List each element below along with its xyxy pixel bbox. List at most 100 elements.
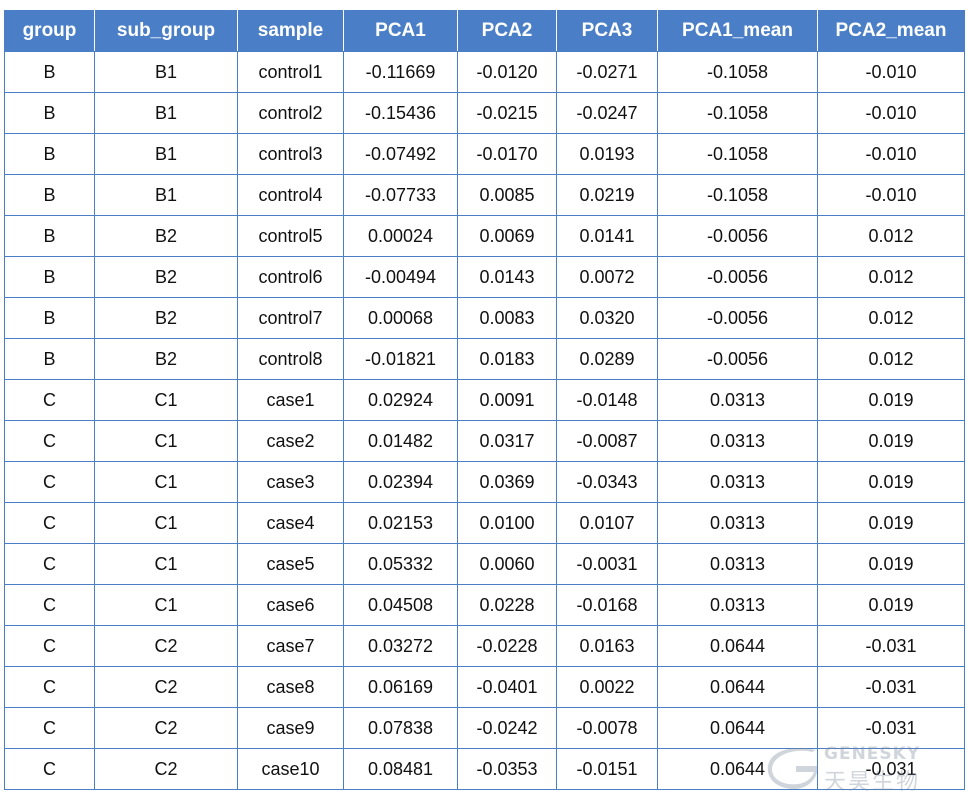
- table-cell-pca2-mean: 0.019: [817, 543, 965, 585]
- table-cell-pca2: 0.0369: [457, 461, 557, 503]
- table-cell-pca2: -0.0228: [457, 625, 557, 667]
- pca-table: group sub_group sample PCA1 PCA2 PCA3 PCA1_mea…: [4, 10, 965, 790]
- table-cell-sample: case10: [237, 748, 344, 790]
- table-row: C C2 case7 0.03272 -0.0228 0.0163 0.0644 -0.031: [4, 625, 965, 667]
- table-cell-pca1: 0.01482: [343, 420, 458, 462]
- table-cell-pca2-mean: -0.031: [817, 707, 965, 749]
- table-cell-pca2: 0.0143: [457, 256, 557, 298]
- table-cell-sample: control3: [237, 133, 344, 175]
- table-row: C C1 case1 0.02924 0.0091 -0.0148 0.0313 0.019: [4, 379, 965, 421]
- table-cell-pca2-mean: 0.012: [817, 297, 965, 339]
- table-cell-group: C: [4, 748, 95, 790]
- table-cell-sub-group: B1: [94, 174, 238, 216]
- table-cell-pca3: -0.0151: [556, 748, 658, 790]
- table-cell-pca2: -0.0120: [457, 51, 557, 93]
- table-cell-pca1-mean: 0.0313: [657, 543, 818, 585]
- column-header-sub-group: sub_group: [94, 10, 238, 52]
- table-cell-sample: case5: [237, 543, 344, 585]
- table-cell-sub-group: C2: [94, 625, 238, 667]
- table-row: B B1 control2 -0.15436 -0.0215 -0.0247 -0.1058…: [4, 92, 965, 134]
- table-cell-pca1-mean: 0.0313: [657, 420, 818, 462]
- table-cell-pca1: 0.04508: [343, 584, 458, 626]
- table-row: C C1 case2 0.01482 0.0317 -0.0087 0.0313 0.019: [4, 420, 965, 462]
- table-cell-pca2-mean: -0.010: [817, 133, 965, 175]
- table-cell-pca3: -0.0343: [556, 461, 658, 503]
- table-cell-pca1-mean: 0.0644: [657, 666, 818, 708]
- table-row: B B1 control1 -0.11669 -0.0120 -0.0271 -0.1058…: [4, 51, 965, 93]
- table-cell-sample: case6: [237, 584, 344, 626]
- table-cell-pca2-mean: -0.010: [817, 92, 965, 134]
- table-cell-pca1: -0.00494: [343, 256, 458, 298]
- table-cell-sample: control7: [237, 297, 344, 339]
- table-cell-sample: control6: [237, 256, 344, 298]
- table-cell-sub-group: B2: [94, 338, 238, 380]
- table-body: B B1 control1 -0.11669 -0.0120 -0.0271 -0.1058…: [4, 51, 965, 790]
- table-cell-group: B: [4, 338, 95, 380]
- table-cell-pca2-mean: 0.019: [817, 461, 965, 503]
- table-cell-pca3: -0.0168: [556, 584, 658, 626]
- table-cell-pca1: -0.01821: [343, 338, 458, 380]
- table-cell-group: B: [4, 297, 95, 339]
- table-cell-pca2: 0.0228: [457, 584, 557, 626]
- table-cell-sample: case8: [237, 666, 344, 708]
- table-cell-pca2: 0.0091: [457, 379, 557, 421]
- table-cell-sample: case1: [237, 379, 344, 421]
- table-cell-pca1-mean: 0.0313: [657, 584, 818, 626]
- table-cell-pca1-mean: -0.0056: [657, 215, 818, 257]
- table-cell-pca3: -0.0087: [556, 420, 658, 462]
- table-cell-pca1-mean: -0.1058: [657, 51, 818, 93]
- column-header-pca1: PCA1: [343, 10, 458, 52]
- table-cell-group: C: [4, 502, 95, 544]
- table-cell-sample: control2: [237, 92, 344, 134]
- table-cell-pca3: 0.0022: [556, 666, 658, 708]
- table-cell-pca3: -0.0031: [556, 543, 658, 585]
- column-header-pca2: PCA2: [457, 10, 557, 52]
- table-cell-sample: case2: [237, 420, 344, 462]
- table-cell-sub-group: B2: [94, 297, 238, 339]
- table-cell-group: B: [4, 174, 95, 216]
- table-cell-group: C: [4, 625, 95, 667]
- table-cell-pca3: 0.0072: [556, 256, 658, 298]
- table-cell-pca1-mean: 0.0313: [657, 379, 818, 421]
- table-cell-pca2: 0.0100: [457, 502, 557, 544]
- table-row: B B2 control7 0.00068 0.0083 0.0320 -0.0056 0.0…: [4, 297, 965, 339]
- table-cell-pca2-mean: 0.012: [817, 338, 965, 380]
- table-cell-sub-group: B1: [94, 92, 238, 134]
- table-cell-group: C: [4, 420, 95, 462]
- table-cell-sample: control8: [237, 338, 344, 380]
- table-cell-pca1-mean: -0.0056: [657, 338, 818, 380]
- table-cell-pca3: 0.0193: [556, 133, 658, 175]
- table-cell-pca1-mean: -0.1058: [657, 174, 818, 216]
- table-cell-pca3: 0.0163: [556, 625, 658, 667]
- column-header-pca2-mean: PCA2_mean: [817, 10, 965, 52]
- table-cell-pca2: -0.0242: [457, 707, 557, 749]
- table-cell-pca1-mean: -0.1058: [657, 133, 818, 175]
- table-cell-pca2-mean: -0.010: [817, 51, 965, 93]
- table-cell-pca3: -0.0271: [556, 51, 658, 93]
- table-cell-pca1-mean: 0.0644: [657, 748, 818, 790]
- table-row: C C2 case8 0.06169 -0.0401 0.0022 0.0644 -0.031: [4, 666, 965, 708]
- table-cell-sub-group: B2: [94, 256, 238, 298]
- table-cell-pca1-mean: 0.0644: [657, 625, 818, 667]
- table-cell-sub-group: C1: [94, 420, 238, 462]
- table-cell-pca1: 0.06169: [343, 666, 458, 708]
- table-cell-pca2: -0.0401: [457, 666, 557, 708]
- table-row: C C2 case9 0.07838 -0.0242 -0.0078 0.0644 -0.03…: [4, 707, 965, 749]
- table-cell-sample: case4: [237, 502, 344, 544]
- table-cell-group: B: [4, 51, 95, 93]
- table-cell-group: B: [4, 133, 95, 175]
- table-cell-pca2-mean: 0.019: [817, 379, 965, 421]
- table-header: group sub_group sample PCA1 PCA2 PCA3 PCA1_mea…: [4, 10, 965, 52]
- table-cell-pca2-mean: 0.012: [817, 256, 965, 298]
- table-cell-pca1: -0.07733: [343, 174, 458, 216]
- table-cell-group: B: [4, 256, 95, 298]
- table-cell-pca2: -0.0353: [457, 748, 557, 790]
- table-cell-pca2: 0.0317: [457, 420, 557, 462]
- table-cell-sample: control4: [237, 174, 344, 216]
- table-cell-pca2-mean: 0.019: [817, 420, 965, 462]
- table-row: C C1 case3 0.02394 0.0369 -0.0343 0.0313 0.019: [4, 461, 965, 503]
- table-cell-pca2: 0.0085: [457, 174, 557, 216]
- table-row: B B2 control5 0.00024 0.0069 0.0141 -0.0056 0.0…: [4, 215, 965, 257]
- table-cell-pca1: 0.07838: [343, 707, 458, 749]
- table-row: C C2 case10 0.08481 -0.0353 -0.0151 0.0644 -0.0…: [4, 748, 965, 790]
